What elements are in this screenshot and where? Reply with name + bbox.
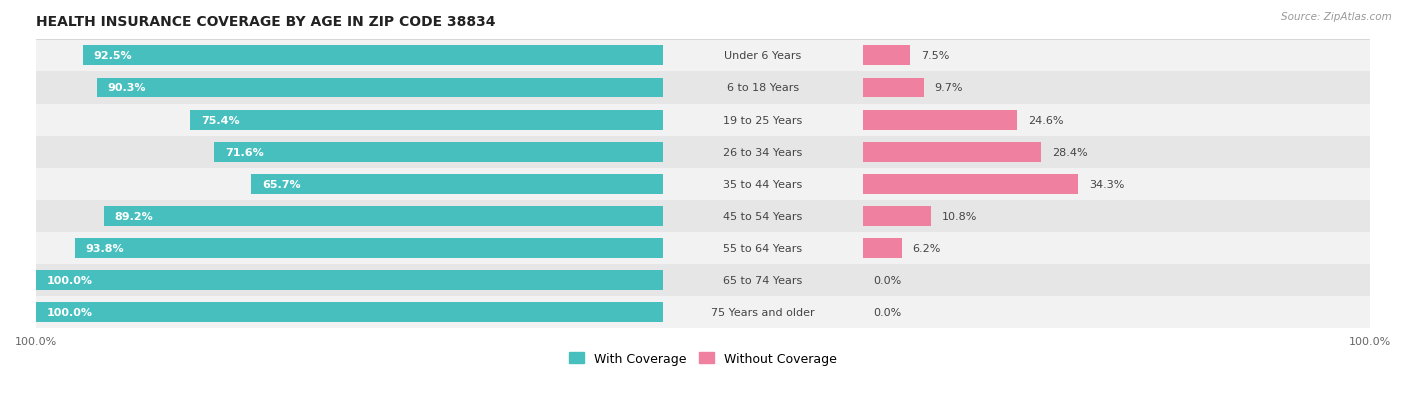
Text: 35 to 44 Years: 35 to 44 Years	[724, 179, 803, 190]
Text: 0.0%: 0.0%	[873, 275, 903, 285]
Text: 75 Years and older: 75 Years and older	[711, 308, 815, 318]
Bar	[863, 46, 910, 66]
Text: 7.5%: 7.5%	[921, 51, 949, 61]
Text: 65 to 74 Years: 65 to 74 Years	[724, 275, 803, 285]
Bar	[37, 200, 1369, 233]
Text: 89.2%: 89.2%	[114, 211, 153, 221]
Bar	[97, 78, 664, 98]
Bar	[75, 239, 664, 259]
Bar	[37, 169, 1369, 200]
Text: 24.6%: 24.6%	[1028, 115, 1063, 125]
Text: 55 to 64 Years: 55 to 64 Years	[724, 244, 803, 254]
Bar	[863, 142, 1040, 162]
Text: Source: ZipAtlas.com: Source: ZipAtlas.com	[1281, 12, 1392, 22]
Text: 28.4%: 28.4%	[1052, 147, 1087, 157]
Text: 19 to 25 Years: 19 to 25 Years	[724, 115, 803, 125]
Bar	[863, 239, 901, 259]
Bar	[37, 297, 1369, 329]
Bar	[863, 78, 924, 98]
Text: 0.0%: 0.0%	[873, 308, 903, 318]
Bar	[83, 46, 664, 66]
Text: 65.7%: 65.7%	[262, 179, 301, 190]
Text: 34.3%: 34.3%	[1088, 179, 1125, 190]
Bar	[37, 40, 1369, 72]
Text: Under 6 Years: Under 6 Years	[724, 51, 801, 61]
Bar	[863, 174, 1078, 195]
Text: 92.5%: 92.5%	[94, 51, 132, 61]
Bar	[863, 206, 931, 226]
Legend: With Coverage, Without Coverage: With Coverage, Without Coverage	[564, 347, 842, 370]
Bar	[104, 206, 664, 226]
Text: 71.6%: 71.6%	[225, 147, 263, 157]
Text: 9.7%: 9.7%	[935, 83, 963, 93]
Text: 100.0%: 100.0%	[46, 308, 93, 318]
Text: 26 to 34 Years: 26 to 34 Years	[724, 147, 803, 157]
Text: 75.4%: 75.4%	[201, 115, 239, 125]
Text: HEALTH INSURANCE COVERAGE BY AGE IN ZIP CODE 38834: HEALTH INSURANCE COVERAGE BY AGE IN ZIP …	[37, 15, 496, 29]
Bar	[37, 271, 664, 290]
Bar	[190, 110, 664, 130]
Text: 93.8%: 93.8%	[86, 244, 124, 254]
Text: 6.2%: 6.2%	[912, 244, 941, 254]
Text: 90.3%: 90.3%	[108, 83, 146, 93]
Bar	[37, 233, 1369, 264]
Bar	[37, 104, 1369, 136]
Bar	[252, 174, 664, 195]
Bar	[37, 264, 1369, 297]
Text: 6 to 18 Years: 6 to 18 Years	[727, 83, 799, 93]
Bar	[37, 72, 1369, 104]
Text: 100.0%: 100.0%	[46, 275, 93, 285]
Text: 10.8%: 10.8%	[942, 211, 977, 221]
Bar	[863, 110, 1018, 130]
Bar	[37, 136, 1369, 169]
Bar	[214, 142, 664, 162]
Text: 45 to 54 Years: 45 to 54 Years	[724, 211, 803, 221]
Bar	[37, 303, 664, 323]
